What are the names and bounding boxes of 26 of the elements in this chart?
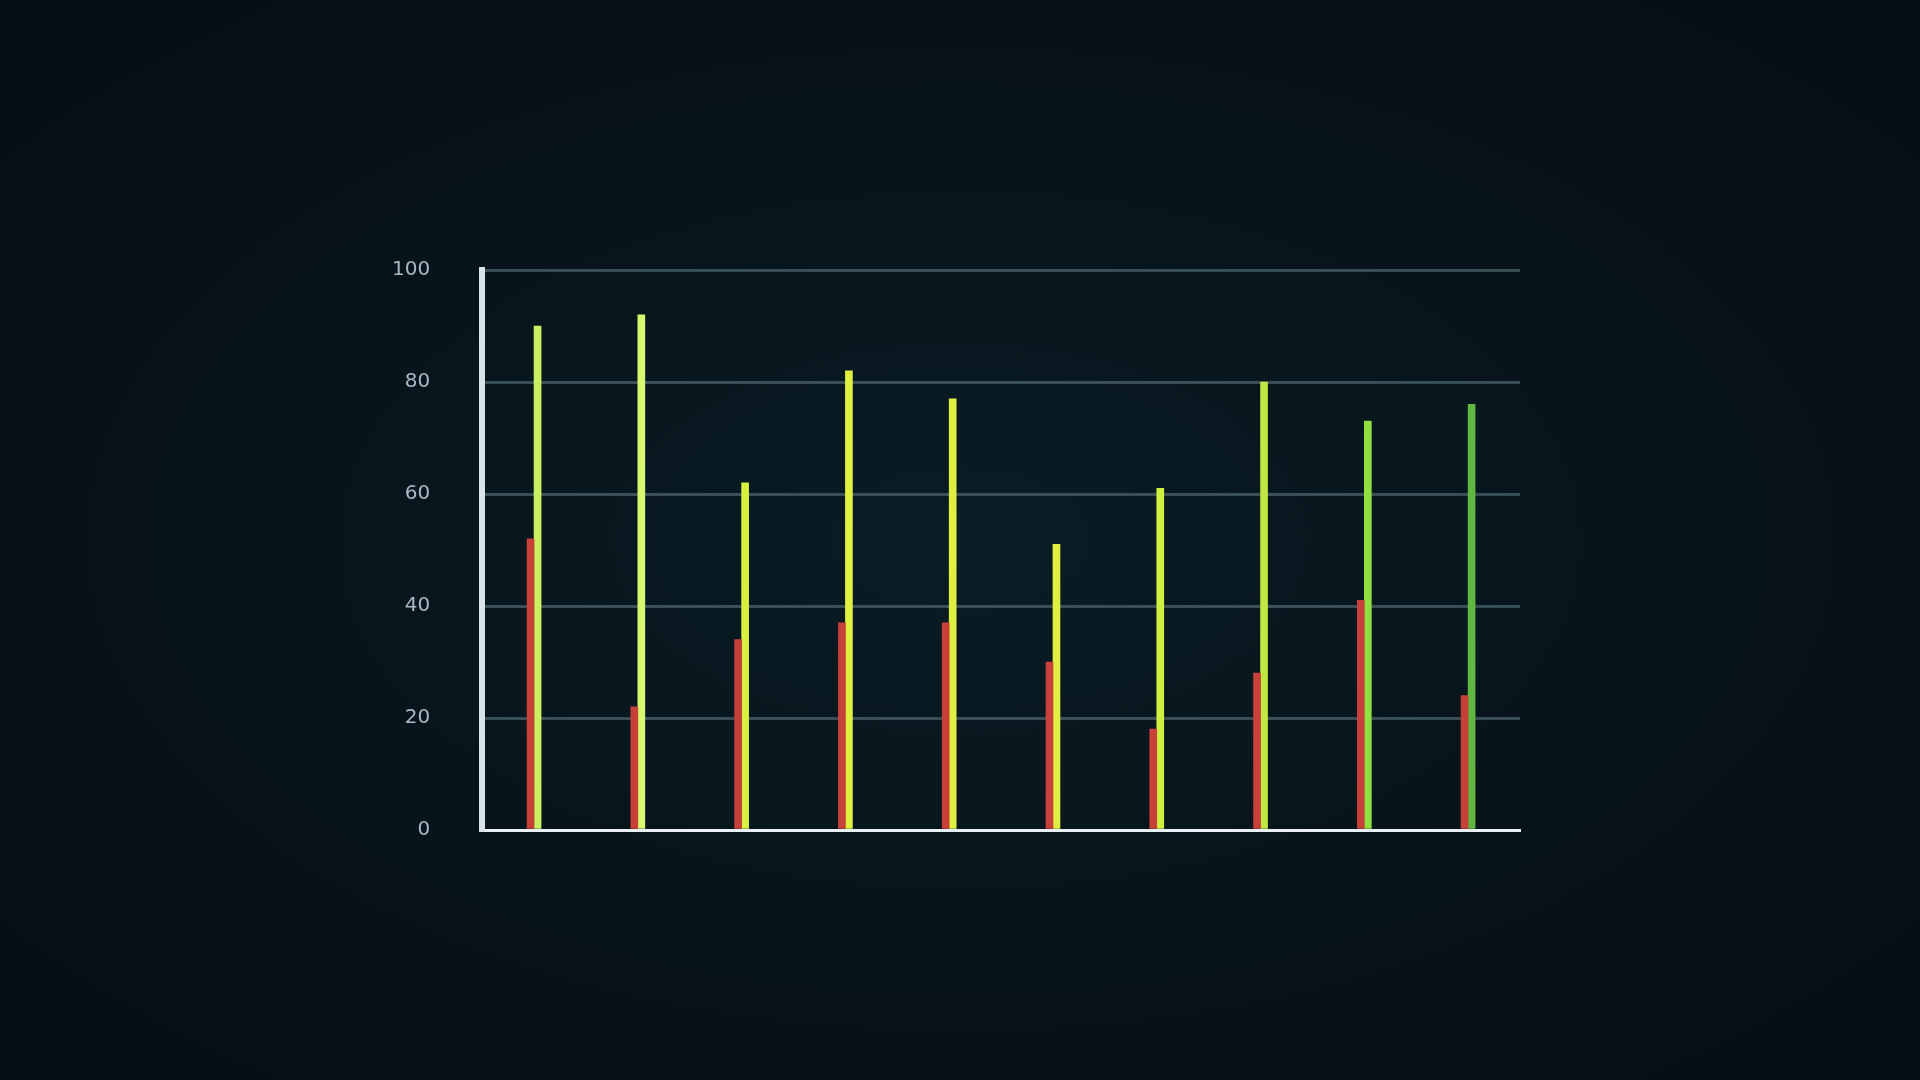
bar: [637, 314, 646, 829]
bar: [630, 706, 639, 829]
y-tick-label: 0: [417, 816, 431, 841]
bar: [526, 538, 535, 829]
bar: [941, 622, 950, 829]
bar: [1253, 672, 1261, 829]
y-tick-label: 100: [391, 256, 431, 281]
bar: [1045, 661, 1054, 829]
y-tick-label: 20: [404, 704, 431, 729]
y-tick-label: 60: [404, 480, 431, 505]
bar: [1364, 420, 1372, 829]
bar: [734, 639, 742, 829]
bar: [948, 398, 957, 829]
y-tick-label: 80: [404, 368, 431, 393]
bar: [838, 622, 846, 829]
bar: [533, 325, 542, 829]
bar: [1149, 728, 1158, 829]
bar: [1357, 600, 1365, 829]
bar: [1460, 695, 1469, 829]
bar: [741, 482, 749, 829]
y-tick-label: 40: [404, 592, 431, 617]
bar: [1260, 381, 1268, 829]
bar: [1156, 488, 1165, 829]
bar: [845, 370, 853, 829]
bar: [1052, 544, 1061, 829]
bar: [1467, 404, 1476, 829]
